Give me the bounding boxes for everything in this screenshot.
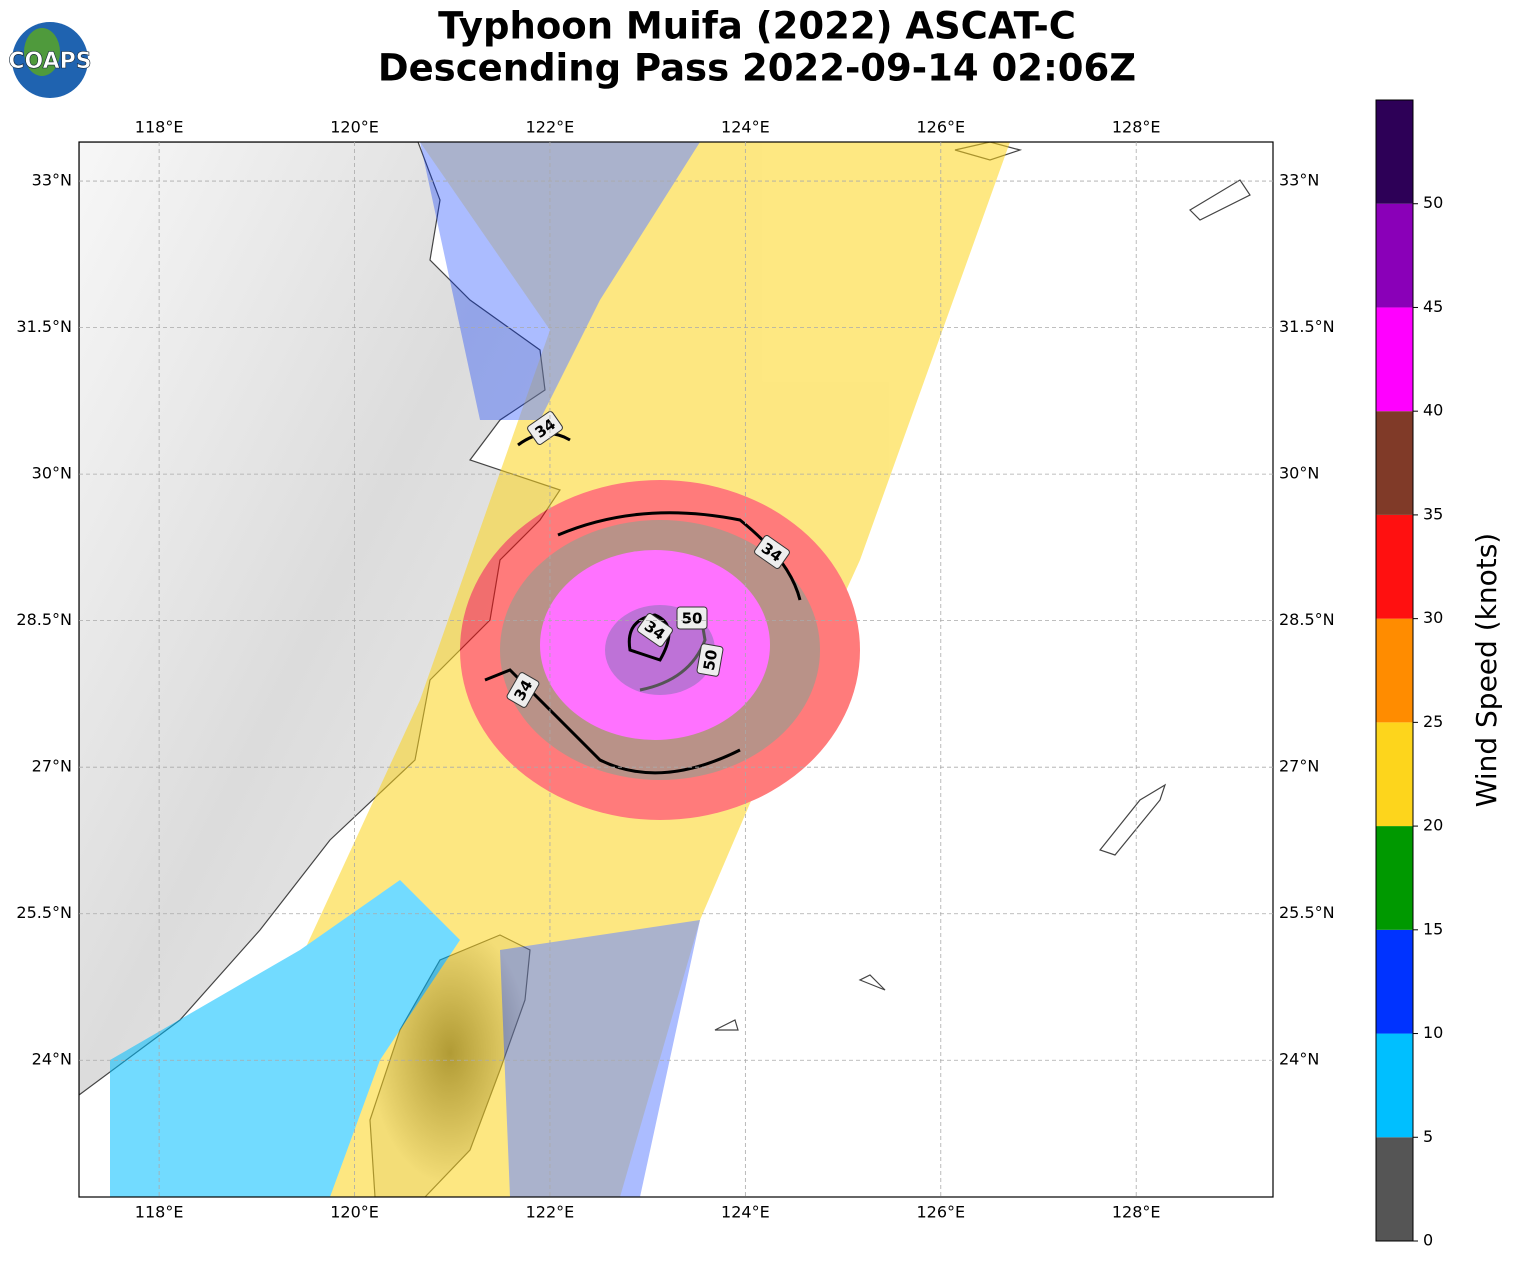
y-tick-label: 30°N [32, 464, 72, 483]
colorbar-label: Wind Speed (knots) [1470, 533, 1503, 807]
colorbar-tick-label: 0 [1423, 1231, 1433, 1250]
colorbar-bin [1376, 100, 1413, 204]
map-body [79, 142, 1273, 1197]
contour-label-text: 50 [700, 648, 721, 672]
map-frame [78, 141, 1274, 1198]
colorbar-bin [1376, 514, 1413, 619]
colorbar-bin [1376, 1033, 1413, 1138]
x-tick-label: 124°E [721, 118, 770, 137]
swath-blue-north [420, 142, 700, 420]
contour-label-box [696, 643, 724, 677]
x-tick-label: 126°E [916, 1203, 965, 1222]
colorbar-tick-label: 5 [1423, 1127, 1433, 1146]
logo-text: COAPS [8, 49, 91, 74]
contour-34-d [627, 613, 671, 662]
y-tick-label: 25.5°N [16, 903, 72, 922]
x-tick-label: 128°E [1112, 118, 1161, 137]
swath-cyan [110, 880, 460, 1197]
contour-label-box [506, 672, 540, 708]
y-tick-label: 25.5°N [1279, 903, 1335, 922]
y-tick-label: 24°N [32, 1050, 72, 1069]
colorbar-bin [1376, 307, 1413, 412]
contour-label-box [527, 411, 563, 445]
y-tick-label: 24°N [1279, 1050, 1319, 1069]
colorbar-bin [1376, 1137, 1413, 1241]
title-line-1: Typhoon Muifa (2022) ASCAT-C [438, 5, 1076, 48]
contour-34-b [557, 511, 802, 601]
colorbar-tick-label: 30 [1423, 608, 1443, 627]
contour-34-c [484, 668, 741, 775]
y-tick-label: 31.5°N [1279, 317, 1335, 336]
colorbar-tick-label: 15 [1423, 919, 1443, 938]
x-tick-label: 124°E [721, 1203, 770, 1222]
colorbar-frame [1375, 99, 1414, 1242]
y-tick-label: 33°N [32, 171, 72, 190]
colorbar-tick-label: 45 [1423, 297, 1443, 316]
colorbar-tick-label: 40 [1423, 401, 1443, 420]
contour-label-box [676, 606, 708, 630]
y-tick-label: 28.5°N [1279, 610, 1335, 629]
contour-label-text: 50 [682, 610, 703, 628]
x-tick-label: 120°E [330, 118, 379, 137]
contour-label: 34 [754, 535, 790, 569]
colorbar-tick-label: 50 [1423, 193, 1443, 212]
y-tick-label: 30°N [1279, 464, 1319, 483]
colorbar-bin [1376, 722, 1413, 827]
x-tick-label: 118°E [135, 1203, 184, 1222]
x-tick-label: 122°E [526, 1203, 575, 1222]
colorbar-bin [1376, 618, 1413, 723]
logo: COAPS [8, 22, 92, 98]
contour-label: 50 [696, 643, 724, 677]
y-tick-label: 28.5°N [16, 610, 72, 629]
islands [714, 142, 1251, 1031]
colorbar-tick-label: 35 [1423, 504, 1443, 523]
y-tick-label: 33°N [1279, 171, 1319, 190]
y-tick-label: 27°N [1279, 757, 1319, 776]
y-tick-label: 31.5°N [16, 317, 72, 336]
contours [484, 432, 802, 775]
x-tick-label: 128°E [1112, 1203, 1161, 1222]
x-tick-label: 126°E [916, 118, 965, 137]
x-tick-label: 120°E [330, 1203, 379, 1222]
colorbar-bin [1376, 411, 1413, 515]
x-tick-label: 122°E [526, 118, 575, 137]
logo-land [24, 28, 60, 76]
contour-50 [639, 609, 707, 692]
contour-label: 50 [676, 606, 708, 630]
x-tick-label: 118°E [135, 118, 184, 137]
title-line-2: Descending Pass 2022-09-14 02:06Z [378, 47, 1136, 90]
colorbar-bin [1376, 826, 1413, 930]
y-tick-label: 27°N [32, 757, 72, 776]
colorbar-bin [1376, 203, 1413, 308]
colorbar-tick-label: 25 [1423, 712, 1443, 731]
colorbar-tick-label: 10 [1423, 1023, 1443, 1042]
colorbar-tick-label: 20 [1423, 816, 1443, 835]
contour-label-box [754, 535, 790, 569]
colorbar-bin [1376, 929, 1413, 1034]
